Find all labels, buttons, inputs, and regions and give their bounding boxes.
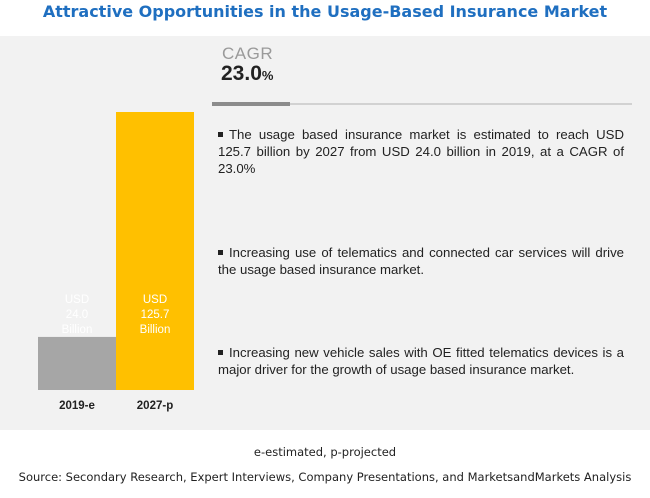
bar-value-label: 24.0: [66, 309, 88, 321]
bar-value-label: Billion: [62, 324, 93, 336]
x-tick-label: 2019-e: [59, 400, 95, 412]
bullet-item-2: Increasing use of telematics and connect…: [218, 244, 624, 278]
cagr-divider-accent: [212, 102, 290, 106]
cagr-label: CAGR: [222, 44, 274, 63]
cagr-unit: %: [261, 68, 274, 83]
page-title: Attractive Opportunities in the Usage-Ba…: [42, 2, 608, 21]
cagr-divider: [290, 103, 632, 105]
x-tick-label: 2027-p: [137, 400, 173, 412]
bar-value-label: Billion: [140, 324, 171, 336]
cagr-number: 23.0: [221, 62, 262, 85]
bar-value-label: 125.7: [141, 309, 170, 321]
bar-chart: USD 24.0 Billion 2019-e USD 125.7 Billion 2027-…: [38, 112, 194, 412]
bar-value-label: USD: [65, 294, 89, 306]
bullet-text: Increasing new vehicle sales with OE fit…: [218, 345, 624, 377]
cagr-value: 23.0%: [221, 62, 273, 86]
source-note: Source: Secondary Research, Expert Inter…: [18, 470, 632, 484]
footnote: e-estimated, p-projected: [253, 445, 397, 459]
bar-2027-p: [116, 112, 194, 390]
bullet-square-icon: [218, 350, 223, 355]
bar-value-label: USD: [143, 294, 167, 306]
bullet-item-3: Increasing new vehicle sales with OE fit…: [218, 344, 624, 378]
bullet-square-icon: [218, 250, 223, 255]
bullet-square-icon: [218, 132, 223, 137]
bullet-text: The usage based insurance market is esti…: [218, 127, 624, 176]
bullet-item-1: The usage based insurance market is esti…: [218, 126, 624, 177]
bullet-text: Increasing use of telematics and connect…: [218, 245, 624, 277]
bar-2019-e: [38, 336, 116, 390]
